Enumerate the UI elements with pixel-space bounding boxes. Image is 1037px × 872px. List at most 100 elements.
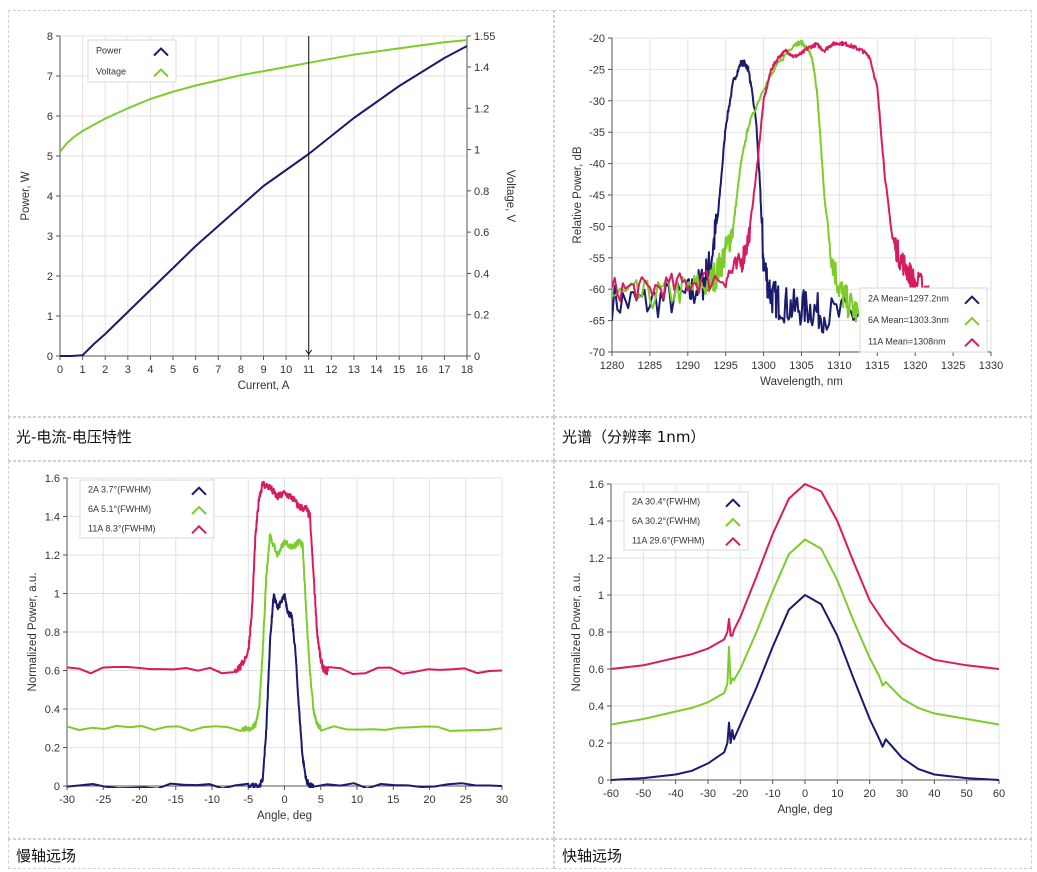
spectrum-x-tick-label: 1300 [751, 360, 775, 372]
liv-y2-tick-label: 0 [474, 351, 480, 363]
liv-legend-label: Voltage [96, 67, 126, 77]
liv-x-tick-label: 7 [215, 364, 221, 376]
liv-y-tick-label: 7 [47, 71, 53, 83]
slow_axis-y-tick-label: 0.2 [45, 743, 60, 755]
fast_axis-legend-label: 2A 30.4°(FWHM) [632, 497, 700, 507]
liv-y-tick-label: 8 [47, 31, 53, 43]
liv-x-tick-label: 12 [325, 364, 337, 376]
cell-slow-axis-caption [8, 839, 554, 869]
spectrum-x-tick-label: 1315 [865, 360, 889, 372]
liv-x-tick-label: 13 [348, 364, 360, 376]
fast_axis-x-tick-label: -40 [668, 788, 684, 800]
fast_axis-y-tick-label: 0 [598, 775, 604, 787]
fast_axis-x-tick-label: 60 [993, 788, 1005, 800]
fast_axis-y-tick-label: 1.4 [589, 516, 604, 528]
spectrum-y-tick-label: -50 [589, 221, 605, 233]
liv-y-tick-label: 6 [47, 111, 53, 123]
spectrum-y-tick-label: -45 [589, 190, 605, 202]
spectrum-x-tick-label: 1325 [941, 360, 965, 372]
slow_axis-legend-label: 11A 8.3°(FWHM) [88, 523, 155, 533]
liv-legend-label: Power [96, 46, 122, 56]
liv-series-0 [60, 45, 467, 357]
fast_axis-y-tick-label: 1.2 [589, 553, 604, 565]
liv-y2-tick-label: 1.55 [474, 31, 495, 43]
fast_axis-x-tick-label: 50 [961, 788, 973, 800]
caption-fast-axis: 快轴远场 [562, 847, 623, 865]
liv-y-axis-label: Power, W [20, 171, 32, 220]
spectrum-series-0 [612, 59, 860, 334]
fast_axis-x-tick-label: 40 [928, 788, 940, 800]
slow_axis-legend-box [79, 479, 215, 539]
slow_axis-legend-marker [191, 486, 207, 496]
caption-slow-axis: 慢轴远场 [16, 847, 77, 865]
fast_axis-legend-label: 11A 29.6°(FWHM) [632, 535, 704, 545]
spectrum-y-tick-label: -30 [589, 96, 605, 108]
spectrum-y-tick-label: -40 [589, 159, 605, 171]
spectrum-x-tick-label: 1290 [676, 360, 700, 372]
slow_axis-x-tick-label: 15 [387, 794, 399, 806]
spectrum-y-tick-label: -25 [589, 64, 605, 76]
spectrum-x-tick-label: 1285 [638, 360, 662, 372]
spectrum-x-tick-label: 1280 [600, 360, 624, 372]
fast_axis-x-tick-label: 20 [864, 788, 876, 800]
spectrum-legend-marker [964, 295, 980, 305]
spectrum-y-tick-label: -65 [589, 316, 605, 328]
liv-y2-axis-label: Voltage, V [504, 170, 516, 223]
fast_axis-series-1 [611, 538, 999, 726]
liv-y-tick-label: 5 [47, 151, 53, 163]
liv-x-tick-label: 14 [370, 364, 382, 376]
spectrum-x-tick-label: 1330 [979, 360, 1003, 372]
liv-x-tick-label: 2 [102, 364, 108, 376]
liv-group: 0 1 2 3 4 5 6 7 8 9 10 11 12 13 14 15 16 17 1801234567800.… [20, 31, 516, 392]
slow_axis-legend-label: 2A 3.7°(FWHM) [88, 485, 151, 495]
fast_axis-legend-box [623, 491, 749, 551]
fast_axis-series-2 [611, 483, 999, 670]
fast_axis-x-tick-label: -50 [635, 788, 651, 800]
liv-x-tick-label: 4 [147, 364, 153, 376]
liv-x-tick-label: 9 [260, 364, 266, 376]
spectrum-group: 1280 1285 1290 1295 1300 1305 1310 1315 1320 1325… [572, 33, 1003, 388]
cell-spectrum-caption [554, 417, 1032, 461]
liv-y-tick-label: 2 [47, 271, 53, 283]
liv-x-tick-label: 17 [438, 364, 450, 376]
liv-y2-tick-label: 0.4 [474, 268, 489, 280]
spectrum-legend-label: 6A Mean=1303.3nm [868, 315, 949, 325]
liv-x-tick-label: 10 [280, 364, 292, 376]
slow_axis-y-tick-label: 0 [54, 781, 60, 793]
spectrum-x-tick-label: 1295 [713, 360, 737, 372]
spectrum-legend-label: 11A Mean=1308nm [868, 336, 946, 346]
caption-spectrum: 光谱（分辨率 1nm） [562, 428, 706, 446]
slow_axis-series-0 [67, 593, 502, 788]
fast_axis-y-axis-label: Normalized Power, a.u. [571, 573, 583, 692]
fast_axis-legend-marker [725, 536, 741, 547]
spectrum-x-tick-label: 1320 [903, 360, 927, 372]
slow_axis-y-tick-label: 1.4 [45, 512, 60, 524]
spectrum-y-tick-label: -55 [589, 253, 605, 265]
slow_axis-group: -30 -25 -20 -15 -10 -5 0 5 10 15 20 25 30 0 0.2 0.4 0.6 0… [27, 473, 508, 822]
liv-x-tick-label: 16 [416, 364, 428, 376]
fast_axis-series-0 [611, 594, 999, 781]
fast_axis-x-tick-label: -20 [732, 788, 748, 800]
fast_axis-y-tick-label: 0.8 [589, 627, 604, 639]
slow_axis-legend-label: 6A 5.1°(FWHM) [88, 504, 151, 514]
fast_axis-y-tick-label: 0.4 [589, 701, 604, 713]
spectrum-x-tick-label: 1305 [789, 360, 813, 372]
fast_axis-legend-marker [725, 498, 741, 508]
liv-y-tick-label: 4 [47, 191, 53, 203]
liv-series-1 [60, 39, 467, 153]
liv-x-axis-label: Current, A [238, 380, 290, 392]
liv-y2-tick-label: 0.6 [474, 227, 489, 239]
slow_axis-y-tick-label: 1.2 [45, 550, 60, 562]
slow_axis-x-tick-label: 10 [351, 794, 363, 806]
spectrum-legend-marker [964, 337, 980, 348]
spectrum-x-axis-label: Wavelength, nm [760, 376, 843, 388]
liv-x-tick-label: 18 [461, 364, 473, 376]
liv-cursor-marker [305, 349, 313, 355]
spectrum-legend-label: 2A Mean=1297.2nm [868, 294, 949, 304]
cell-liv-caption [8, 417, 554, 461]
liv-y2-tick-label: 1.2 [474, 103, 489, 115]
slow_axis-series-1 [67, 533, 502, 733]
liv-y2-tick-label: 0.2 [474, 310, 489, 322]
slow_axis-x-tick-label: -15 [168, 794, 184, 806]
fast_axis-legend-marker [725, 517, 741, 527]
